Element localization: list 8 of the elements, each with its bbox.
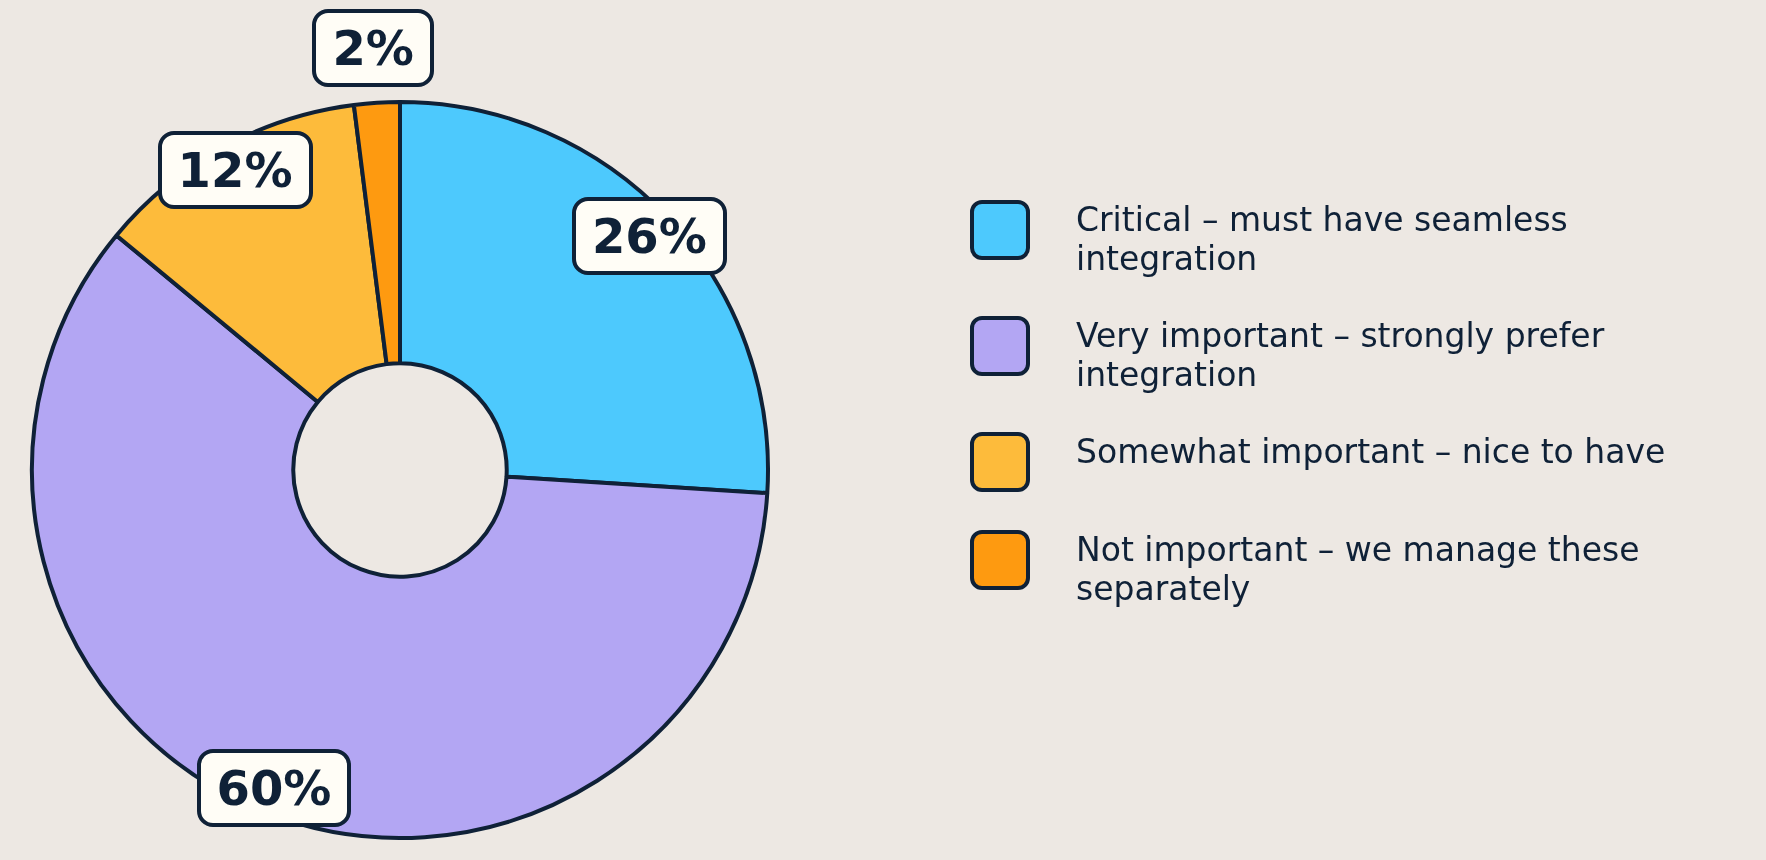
legend-label: Not important – we manage these separately (1076, 530, 1641, 608)
legend-label: Very important – strongly prefer integration (1076, 316, 1606, 394)
data-label: 60% (196, 749, 352, 828)
legend-label: Somewhat important – nice to have (1076, 432, 1667, 471)
legend-label: Critical – must have seamless integration (1076, 200, 1569, 278)
data-label: 2% (312, 8, 434, 87)
data-label: 26% (571, 196, 727, 275)
data-label: 12% (157, 131, 313, 210)
